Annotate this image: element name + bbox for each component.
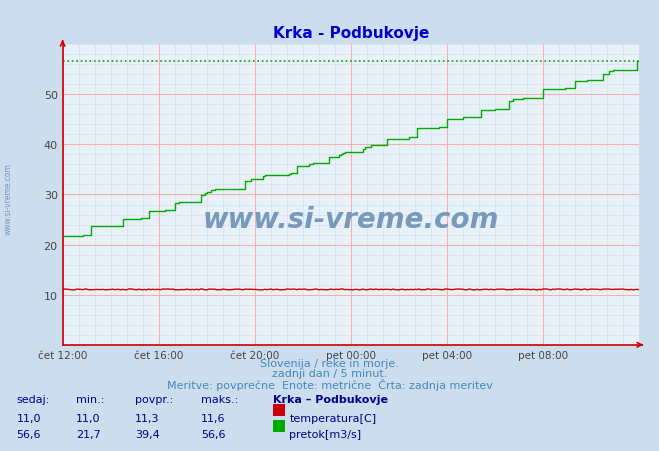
Text: pretok[m3/s]: pretok[m3/s] bbox=[289, 429, 361, 439]
Text: Meritve: povprečne  Enote: metrične  Črta: zadnja meritev: Meritve: povprečne Enote: metrične Črta:… bbox=[167, 378, 492, 391]
Text: Krka – Podbukovje: Krka – Podbukovje bbox=[273, 395, 389, 405]
Text: sedaj:: sedaj: bbox=[16, 395, 50, 405]
Text: 11,3: 11,3 bbox=[135, 414, 159, 423]
Text: 11,6: 11,6 bbox=[201, 414, 225, 423]
Text: Slovenija / reke in morje.: Slovenija / reke in morje. bbox=[260, 359, 399, 368]
Text: min.:: min.: bbox=[76, 395, 104, 405]
Text: www.si-vreme.com: www.si-vreme.com bbox=[203, 205, 499, 233]
Text: 11,0: 11,0 bbox=[16, 414, 41, 423]
Text: www.si-vreme.com: www.si-vreme.com bbox=[3, 162, 13, 235]
Title: Krka - Podbukovje: Krka - Podbukovje bbox=[273, 26, 429, 41]
Text: povpr.:: povpr.: bbox=[135, 395, 173, 405]
Text: maks.:: maks.: bbox=[201, 395, 239, 405]
Text: 11,0: 11,0 bbox=[76, 414, 100, 423]
Text: 56,6: 56,6 bbox=[16, 429, 41, 439]
Text: zadnji dan / 5 minut.: zadnji dan / 5 minut. bbox=[272, 368, 387, 378]
Text: 39,4: 39,4 bbox=[135, 429, 160, 439]
Text: 21,7: 21,7 bbox=[76, 429, 101, 439]
Text: temperatura[C]: temperatura[C] bbox=[289, 414, 376, 423]
Text: 56,6: 56,6 bbox=[201, 429, 225, 439]
